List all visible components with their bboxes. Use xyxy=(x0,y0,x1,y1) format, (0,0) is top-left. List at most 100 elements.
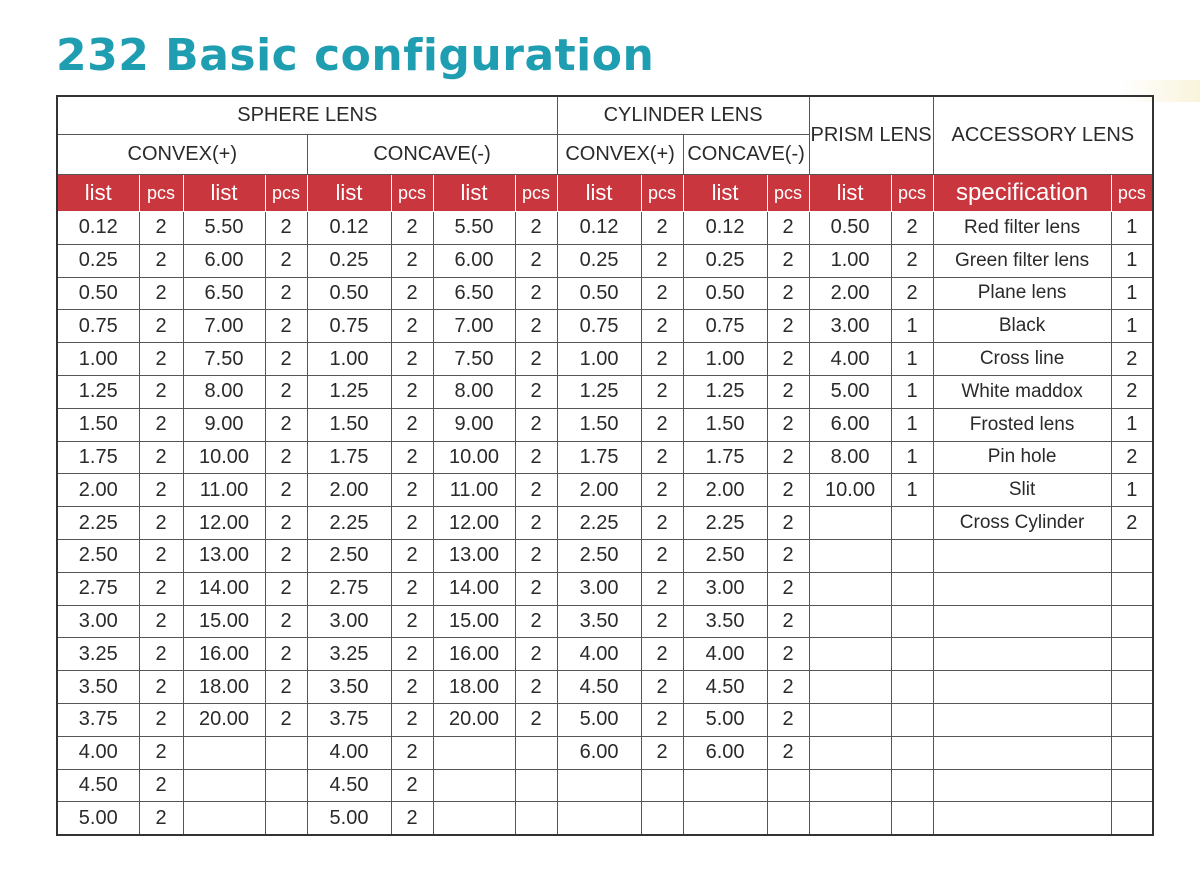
table-cell: 2 xyxy=(138,276,184,311)
table-cell: 2 xyxy=(138,440,184,475)
table-cell: 3.00 xyxy=(556,571,642,606)
table-cell: Red filter lens xyxy=(932,211,1112,245)
prism-lens-header: PRISM LENS xyxy=(808,95,934,175)
column-header-list: list xyxy=(682,174,768,212)
table-row: 3.25 2 16.00 2 3.25 2 16.00 2 4.00 2 4.00 2 xyxy=(56,637,1154,672)
table-cell: 6.50 xyxy=(432,276,516,311)
table-cell: Cross line xyxy=(932,342,1112,376)
table-cell: 2 xyxy=(390,407,434,442)
table-cell: 1.75 xyxy=(556,440,642,475)
table-cell xyxy=(514,801,558,836)
table-cell: 20.00 xyxy=(182,702,266,737)
table-cell: 2 xyxy=(766,604,810,639)
table-cell: 2 xyxy=(264,243,308,278)
table-cell: 3.50 xyxy=(56,670,140,704)
table-cell: 2 xyxy=(766,407,810,442)
table-cell: 2 xyxy=(264,211,308,245)
table-cell: 2 xyxy=(766,342,810,376)
table-cell: 2 xyxy=(1110,440,1154,475)
table-cell: 2 xyxy=(766,473,810,508)
table-cell: 2 xyxy=(138,374,184,409)
table-cell xyxy=(1110,670,1154,704)
table-cell: 2.50 xyxy=(682,538,768,573)
table-cell: 2 xyxy=(138,735,184,770)
table-cell: 2 xyxy=(640,276,684,311)
table-cell: 2 xyxy=(390,768,434,803)
table-cell: 1.25 xyxy=(682,374,768,409)
table-cell: 2 xyxy=(138,604,184,639)
table-cell: 2 xyxy=(640,670,684,704)
table-cell: 2 xyxy=(138,801,184,836)
table-cell: 0.50 xyxy=(682,276,768,311)
table-cell: 1.00 xyxy=(556,342,642,376)
table-cell xyxy=(682,768,768,803)
table-row: 1.75 2 10.00 2 1.75 2 10.00 2 1.75 2 1.75 2 8.00 1 Pin… xyxy=(56,440,1154,475)
table-cell: 2 xyxy=(766,440,810,475)
table-cell xyxy=(890,571,934,606)
table-cell: 7.00 xyxy=(182,309,266,344)
table-cell: 2.00 xyxy=(306,473,392,508)
table-cell: 2 xyxy=(138,702,184,737)
table-cell: 2 xyxy=(640,243,684,278)
table-row: 5.00 2 5.00 2 xyxy=(56,801,1154,836)
table-cell: 6.00 xyxy=(682,735,768,770)
table-cell: 1 xyxy=(890,342,934,376)
table-cell: 5.00 xyxy=(808,374,892,409)
table-cell: 15.00 xyxy=(432,604,516,639)
table-cell: 2 xyxy=(890,276,934,311)
table-row: 0.25 2 6.00 2 0.25 2 6.00 2 0.25 2 0.25 2 1.00 2 Green… xyxy=(56,243,1154,278)
table-cell: 1 xyxy=(890,473,934,508)
column-header-pcs: pcs xyxy=(890,174,934,212)
table-cell: 2.00 xyxy=(56,473,140,508)
table-cell xyxy=(640,801,684,836)
table-cell xyxy=(890,604,934,639)
column-header-pcs: pcs xyxy=(514,174,558,212)
table-cell: 2 xyxy=(514,243,558,278)
table-cell: 2 xyxy=(766,735,810,770)
table-cell: 2 xyxy=(514,506,558,540)
table-cell: 5.00 xyxy=(56,801,140,836)
table-cell xyxy=(1110,604,1154,639)
table-cell: 1 xyxy=(1110,211,1154,245)
table-cell: 4.00 xyxy=(682,637,768,672)
table-cell: 15.00 xyxy=(182,604,266,639)
column-header-list: list xyxy=(182,174,266,212)
table-cell: 11.00 xyxy=(432,473,516,508)
table-cell: 2 xyxy=(640,538,684,573)
table-cell: 4.50 xyxy=(682,670,768,704)
table-cell: 4.50 xyxy=(56,768,140,803)
page-title: 232 Basic configuration xyxy=(56,30,655,81)
table-cell: Frosted lens xyxy=(932,407,1112,442)
table-cell: 2.00 xyxy=(556,473,642,508)
table-cell xyxy=(808,637,892,672)
table-cell: 2 xyxy=(766,571,810,606)
table-cell: 5.00 xyxy=(306,801,392,836)
table-cell xyxy=(432,735,516,770)
column-header-list: list xyxy=(432,174,516,212)
table-cell xyxy=(808,735,892,770)
table-cell: 2 xyxy=(390,571,434,606)
table-cell xyxy=(432,801,516,836)
table-cell: 10.00 xyxy=(808,473,892,508)
sphere-lens-header: SPHERE LENS xyxy=(56,95,558,135)
table-cell xyxy=(890,538,934,573)
table-cell: 2 xyxy=(514,702,558,737)
table-cell: 1 xyxy=(1110,473,1154,508)
table-cell: 2.25 xyxy=(682,506,768,540)
table-cell: 2 xyxy=(640,309,684,344)
table-cell: 2 xyxy=(138,571,184,606)
table-cell: 12.00 xyxy=(432,506,516,540)
table-cell: 4.50 xyxy=(556,670,642,704)
column-header-pcs: pcs xyxy=(138,174,184,212)
table-cell xyxy=(890,801,934,836)
table-cell: 2 xyxy=(514,571,558,606)
table-row: 2.25 2 12.00 2 2.25 2 12.00 2 2.25 2 2.25 2 Cross Cy… xyxy=(56,506,1154,540)
table-cell: 2 xyxy=(138,309,184,344)
table-cell xyxy=(890,670,934,704)
table-cell: 2.75 xyxy=(306,571,392,606)
table-cell: 3.00 xyxy=(682,571,768,606)
table-cell: 2 xyxy=(514,473,558,508)
table-cell: 1.50 xyxy=(682,407,768,442)
table-cell: 1.25 xyxy=(306,374,392,409)
table-cell: 2 xyxy=(390,440,434,475)
